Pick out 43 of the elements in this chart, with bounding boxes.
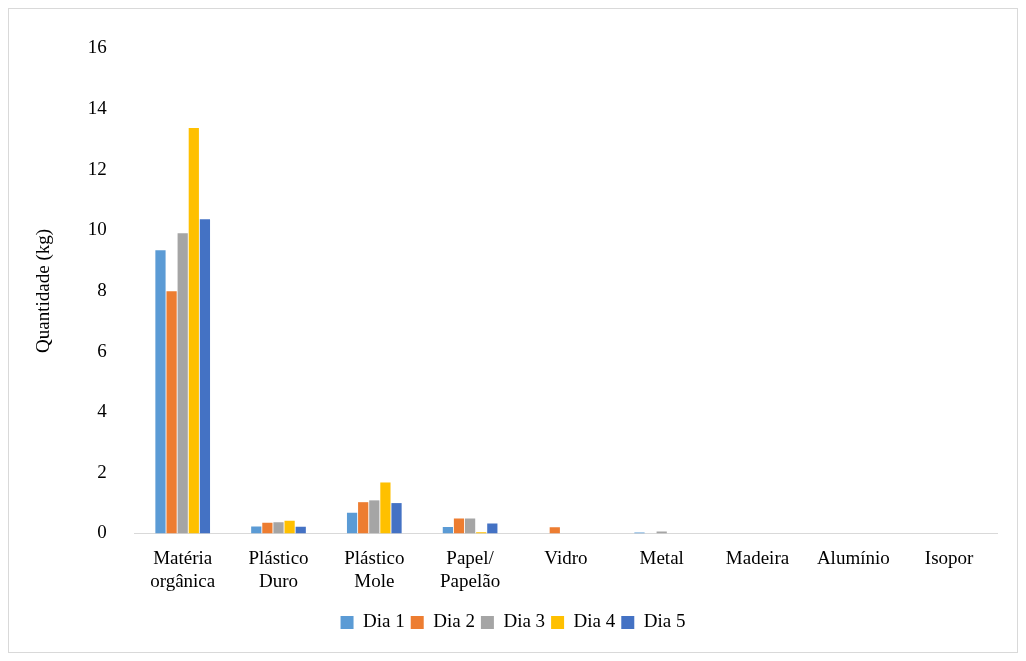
bar (273, 522, 284, 534)
bar (199, 219, 211, 534)
y-tick-label: 2 (97, 460, 107, 482)
bar (442, 527, 453, 534)
bar (369, 500, 380, 534)
y-tick-label: 6 (97, 339, 107, 361)
x-tick-label: Alumínio (816, 546, 890, 568)
legend-label: Dia 2 (433, 610, 475, 632)
bar (188, 128, 199, 534)
bar (262, 522, 273, 534)
x-tick-label: Isopor (924, 546, 975, 568)
x-tick-label: Plástico Duro (248, 546, 309, 591)
x-tick-label: Vidro (544, 546, 588, 568)
y-tick-label: 10 (87, 218, 107, 240)
x-tick-label: Madeira (725, 546, 790, 568)
bar (453, 518, 465, 534)
legend-label: Dia 4 (573, 610, 616, 632)
bar (487, 523, 498, 534)
bar (358, 502, 369, 534)
y-tick-label: 16 (87, 36, 107, 58)
bar (549, 527, 560, 534)
bar (346, 512, 358, 534)
bar (177, 233, 188, 534)
bar (251, 526, 262, 534)
legend-label: Dia 1 (363, 610, 405, 632)
x-tick-label: Matéria orgânica (150, 546, 216, 591)
legend-label: Dia 5 (643, 610, 686, 632)
y-tick-label: 12 (87, 157, 107, 179)
y-tick-label: 8 (97, 278, 107, 300)
bar (391, 503, 402, 534)
bar (464, 518, 476, 534)
y-axis-title: Quantidade (kg) (32, 228, 55, 353)
y-tick-label: 14 (87, 97, 108, 119)
legend-label: Dia 3 (503, 610, 546, 632)
y-tick-label: 0 (97, 521, 107, 543)
bar (380, 482, 391, 534)
bar (166, 291, 177, 534)
x-tick-label: Plástico Mole (344, 546, 405, 591)
y-tick-label: 4 (97, 400, 108, 422)
bar (155, 250, 166, 534)
bar (284, 520, 295, 534)
x-tick-label: Papel/ Papelão (440, 546, 501, 591)
x-tick-label: Metal (639, 546, 684, 568)
